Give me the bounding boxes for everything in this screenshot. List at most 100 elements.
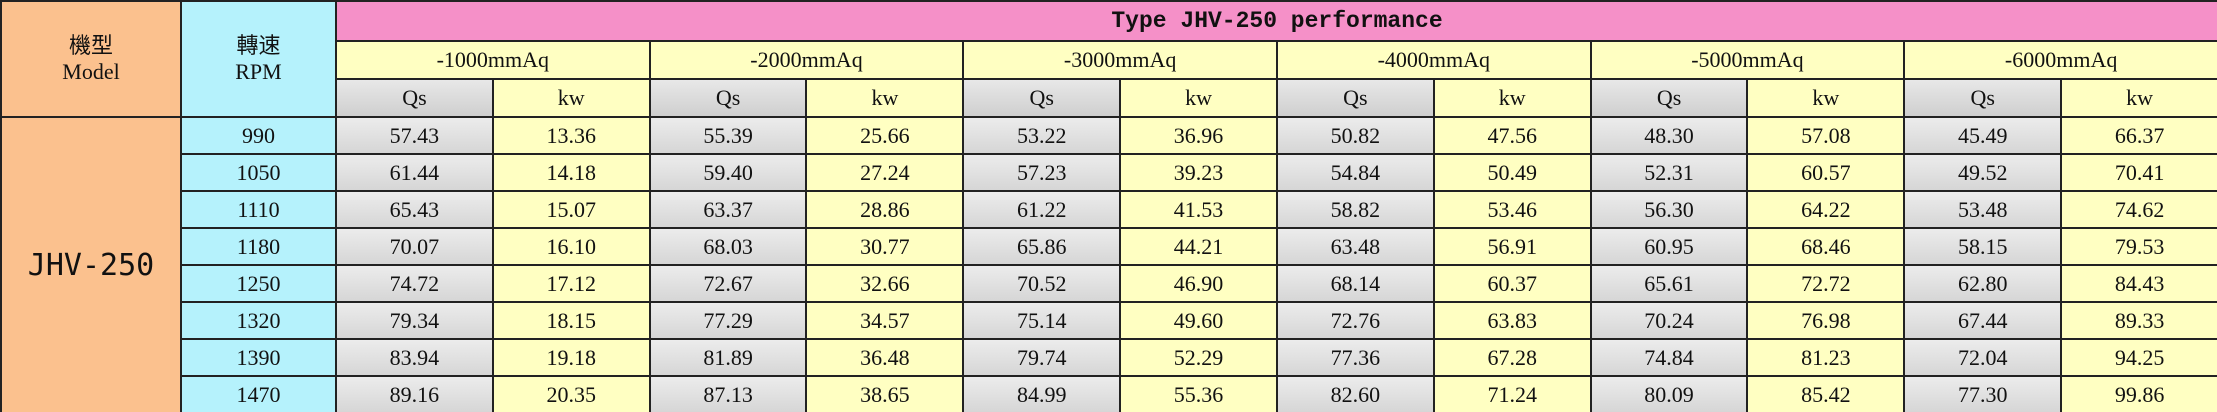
kw-cell: 20.35 xyxy=(491,375,651,412)
rpm-cell: 990 xyxy=(180,116,337,155)
rpm-cell: 1050 xyxy=(180,153,337,192)
table-title: Type JHV-250 performance xyxy=(334,0,2217,42)
table-row: Qs kw Qs kw Qs kw Qs kw Qs kw Qs kw xyxy=(1,78,2217,118)
kw-cell: 44.21 xyxy=(1119,227,1278,266)
kw-cell: 32.66 xyxy=(805,264,965,303)
qs-cell: 82.60 xyxy=(1275,375,1435,412)
kw-cell: 85.42 xyxy=(1746,375,1906,412)
qs-cell: 68.14 xyxy=(1275,264,1435,303)
rpm-header: 轉速 RPM xyxy=(180,0,337,118)
qs-cell: 83.94 xyxy=(335,338,494,377)
kw-header: kw xyxy=(1746,78,1906,118)
qs-cell: 84.99 xyxy=(962,375,1122,412)
kw-cell: 81.23 xyxy=(1746,338,1906,377)
qs-header: Qs xyxy=(335,78,494,118)
qs-cell: 58.82 xyxy=(1275,190,1435,229)
qs-cell: 74.72 xyxy=(335,264,494,303)
kw-cell: 49.60 xyxy=(1119,301,1278,340)
qs-cell: 53.48 xyxy=(1903,190,2063,229)
kw-cell: 52.29 xyxy=(1119,338,1278,377)
table-row: 機型 Model 轉速 RPM Type JHV-250 performance xyxy=(0,0,2217,118)
kw-cell: 68.46 xyxy=(1746,227,1906,266)
qs-header: Qs xyxy=(1275,78,1435,118)
kw-cell: 17.12 xyxy=(491,264,651,303)
table-row: -1000mmAq -2000mmAq -3000mmAq -4000mmAq -500… xyxy=(1,40,2217,80)
kw-cell: 72.72 xyxy=(1746,264,1906,303)
kw-cell: 56.91 xyxy=(1432,227,1592,266)
kw-cell: 15.07 xyxy=(491,190,651,229)
table-row: 1470 89.16 20.35 87.13 38.65 84.99 55.36 82.60 7… xyxy=(1,375,2217,412)
pressure-header: -5000mmAq xyxy=(1589,40,1906,80)
pressure-header: -2000mmAq xyxy=(648,40,965,80)
qs-cell: 75.14 xyxy=(962,301,1122,340)
qs-cell: 55.39 xyxy=(648,116,808,155)
rpm-cell: 1390 xyxy=(180,338,337,377)
qs-cell: 61.22 xyxy=(962,190,1122,229)
qs-cell: 77.29 xyxy=(648,301,808,340)
kw-cell: 66.37 xyxy=(2060,116,2217,155)
kw-cell: 47.56 xyxy=(1432,116,1592,155)
kw-cell: 94.25 xyxy=(2060,338,2217,377)
qs-cell: 80.09 xyxy=(1589,375,1749,412)
kw-cell: 14.18 xyxy=(491,153,651,192)
table-row: JHV-250 990 57.43 13.36 55.39 25.66 53.22 36.96… xyxy=(0,116,2217,412)
kw-cell: 28.86 xyxy=(805,190,965,229)
qs-cell: 57.23 xyxy=(962,153,1122,192)
kw-cell: 19.18 xyxy=(491,338,651,377)
qs-cell: 65.86 xyxy=(962,227,1122,266)
qs-cell: 77.30 xyxy=(1903,375,2063,412)
kw-cell: 60.37 xyxy=(1432,264,1592,303)
qs-header: Qs xyxy=(1589,78,1749,118)
qs-cell: 63.48 xyxy=(1275,227,1435,266)
table-row: 1180 70.07 16.10 68.03 30.77 65.86 44.21 63.48 5… xyxy=(1,227,2217,266)
qs-cell: 50.82 xyxy=(1275,116,1435,155)
kw-cell: 55.36 xyxy=(1119,375,1278,412)
qs-cell: 57.43 xyxy=(335,116,494,155)
pressure-header: -1000mmAq xyxy=(335,40,651,80)
qs-cell: 70.52 xyxy=(962,264,1122,303)
kw-header: kw xyxy=(1432,78,1592,118)
kw-cell: 46.90 xyxy=(1119,264,1278,303)
rpm-cell: 1320 xyxy=(180,301,337,340)
kw-cell: 53.46 xyxy=(1432,190,1592,229)
kw-cell: 76.98 xyxy=(1746,301,1906,340)
cell-text: 機型 xyxy=(68,33,113,58)
pressure-header: -3000mmAq xyxy=(962,40,1278,80)
kw-cell: 63.83 xyxy=(1432,301,1592,340)
qs-header: Qs xyxy=(648,78,808,118)
qs-cell: 59.40 xyxy=(648,153,808,192)
kw-cell: 71.24 xyxy=(1432,375,1592,412)
cell-text: Model xyxy=(62,59,120,84)
kw-header: kw xyxy=(491,78,651,118)
pressure-header: -6000mmAq xyxy=(1903,40,2217,80)
qs-cell: 62.80 xyxy=(1903,264,2063,303)
rpm-cell: 1180 xyxy=(180,227,337,266)
kw-cell: 36.96 xyxy=(1119,116,1278,155)
kw-header: kw xyxy=(1119,78,1278,118)
qs-cell: 70.07 xyxy=(335,227,494,266)
cell-text: RPM xyxy=(235,59,282,84)
qs-cell: 67.44 xyxy=(1903,301,2063,340)
qs-cell: 72.76 xyxy=(1275,301,1435,340)
kw-cell: 27.24 xyxy=(805,153,965,192)
qs-cell: 65.43 xyxy=(335,190,494,229)
kw-cell: 89.33 xyxy=(2060,301,2217,340)
qs-cell: 70.24 xyxy=(1589,301,1749,340)
qs-cell: 72.04 xyxy=(1903,338,2063,377)
cell-text: 轉速 xyxy=(236,33,281,58)
qs-cell: 48.30 xyxy=(1589,116,1749,155)
kw-cell: 18.15 xyxy=(491,301,651,340)
rpm-cell: 1110 xyxy=(180,190,337,229)
qs-cell: 45.49 xyxy=(1903,116,2063,155)
rpm-cell: 1250 xyxy=(180,264,337,303)
kw-cell: 38.65 xyxy=(805,375,965,412)
qs-cell: 60.95 xyxy=(1589,227,1749,266)
qs-cell: 87.13 xyxy=(648,375,808,412)
qs-cell: 58.15 xyxy=(1903,227,2063,266)
qs-cell: 49.52 xyxy=(1903,153,2063,192)
kw-header: kw xyxy=(805,78,965,118)
table-row: 1250 74.72 17.12 72.67 32.66 70.52 46.90 68.14 6… xyxy=(1,264,2217,303)
qs-cell: 54.84 xyxy=(1275,153,1435,192)
